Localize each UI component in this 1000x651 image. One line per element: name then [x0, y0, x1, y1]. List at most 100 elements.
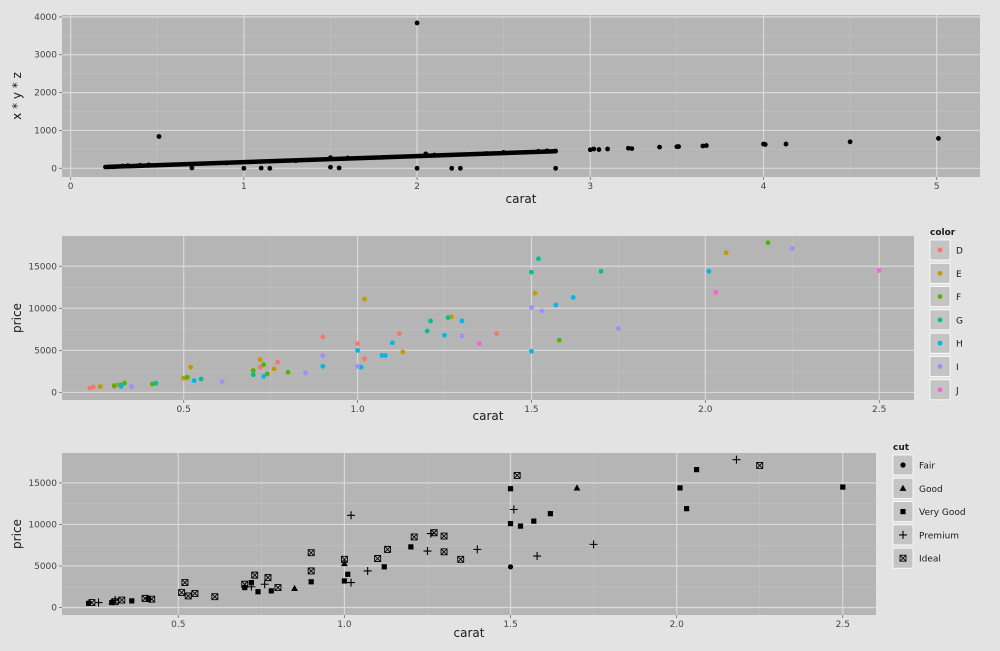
data-point-ideal	[307, 567, 315, 575]
data-point-very-good	[840, 484, 846, 490]
data-point-very-good	[517, 523, 524, 529]
data-point-j	[476, 341, 482, 347]
data-point	[553, 148, 559, 154]
data-point-premium	[347, 578, 356, 587]
data-point	[345, 155, 351, 161]
data-point-f	[261, 362, 267, 368]
data-point	[423, 151, 429, 157]
legend-label: H	[956, 340, 963, 350]
data-point-very-good	[693, 467, 700, 473]
tick-label-x: 3	[587, 182, 593, 192]
legend-label: Ideal	[919, 555, 941, 565]
legend-label: Fair	[919, 462, 935, 472]
data-point	[544, 148, 550, 154]
data-point	[501, 149, 507, 155]
data-point-f	[765, 240, 771, 246]
data-point-g	[428, 318, 434, 324]
data-point-e	[97, 384, 103, 389]
data-point-ideal	[384, 545, 392, 553]
data-point-ideal	[440, 548, 448, 556]
panel-3: 0.5 1.0 1.5 2.0 2.5 0 5000 10000 15000 carat price…	[10, 443, 966, 640]
data-point-premium	[509, 505, 518, 514]
data-point	[258, 165, 264, 171]
data-point-e	[188, 364, 194, 370]
data-point-very-good	[268, 588, 274, 594]
plot-background	[62, 15, 980, 177]
data-point-very-good	[308, 579, 314, 585]
data-point-g	[153, 380, 159, 386]
tick-label-y: 1000	[34, 126, 57, 136]
data-point	[936, 135, 941, 141]
data-point-g	[536, 256, 541, 262]
data-point	[629, 146, 635, 152]
data-point	[657, 144, 662, 150]
tick-label-x: 1.0	[350, 405, 365, 415]
legend-symbol	[937, 387, 943, 393]
x-axis-title: carat	[506, 192, 537, 206]
data-point-i	[459, 333, 465, 339]
data-point-ideal	[430, 529, 438, 537]
legend-label: Very Good	[919, 508, 966, 518]
panel-2: 0.5 1.0 1.5 2.0 2.5 0 5000 10000 15000 carat price…	[10, 228, 963, 423]
legend-label: F	[956, 293, 961, 303]
data-point-g	[198, 376, 204, 382]
panel-1: 0 1 2 3 4 5 0 1000 2000 3000 4000 carat x * y * z	[10, 13, 980, 206]
data-point-ideal	[251, 571, 259, 579]
tick-label-y: 4000	[34, 13, 57, 23]
data-point-ideal	[274, 584, 282, 592]
data-point-h	[355, 347, 360, 353]
tick-label-x: 0.5	[177, 405, 191, 415]
data-point	[241, 165, 247, 171]
data-point-very-good	[341, 578, 348, 584]
data-point	[596, 147, 602, 152]
legend-label: I	[956, 363, 959, 373]
data-point	[380, 154, 385, 160]
tick-label-x: 2.0	[698, 405, 713, 415]
data-point-very-good	[507, 521, 514, 527]
data-point-h	[379, 353, 385, 358]
legend-symbol	[900, 462, 906, 468]
y-axis-title: price	[10, 303, 24, 333]
data-points	[103, 20, 941, 171]
data-point	[293, 158, 299, 164]
data-point-ideal	[191, 589, 199, 597]
data-point-very-good	[531, 518, 537, 524]
data-point-d	[275, 359, 281, 365]
data-point-good	[291, 584, 298, 592]
tick-label-x: 0.5	[171, 620, 185, 630]
data-point-g	[250, 372, 256, 378]
data-point-h	[383, 353, 388, 358]
data-point-h	[261, 374, 267, 379]
data-point-d	[396, 331, 402, 336]
data-point-f	[184, 374, 190, 380]
legend-label: D	[956, 247, 963, 257]
data-point	[591, 146, 597, 152]
data-point-ideal	[88, 599, 96, 606]
data-point-g	[424, 328, 430, 334]
data-point-very-good	[547, 511, 553, 517]
data-point-ideal	[178, 589, 186, 597]
data-point-d	[320, 334, 326, 340]
data-point	[189, 165, 195, 171]
tick-label-y: 2000	[34, 89, 57, 99]
data-point-h	[320, 363, 326, 369]
data-point-ideal	[457, 555, 465, 563]
tick-label-y: 0	[51, 388, 57, 398]
legend-symbol	[899, 554, 907, 562]
data-point-i	[529, 305, 534, 310]
data-point	[625, 145, 631, 151]
data-point	[224, 160, 229, 166]
data-point-premium	[260, 580, 269, 589]
data-point	[783, 141, 789, 147]
legend-symbol	[900, 509, 906, 515]
data-point-ideal	[264, 574, 272, 582]
legend-symbol	[937, 270, 943, 276]
data-point-ideal	[118, 596, 126, 604]
data-point-i	[789, 246, 795, 252]
data-point-ideal	[241, 580, 249, 588]
legend-symbol	[899, 484, 907, 491]
data-point-d	[257, 364, 263, 370]
data-point-d	[494, 331, 500, 336]
